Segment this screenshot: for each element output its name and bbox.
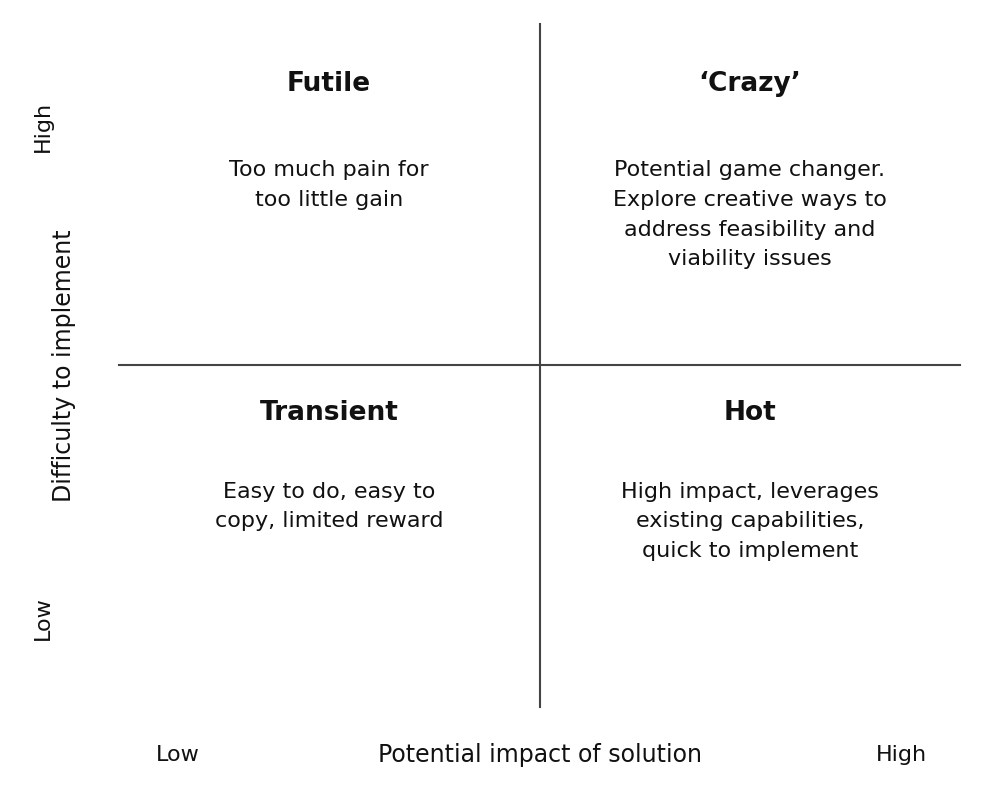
Text: Potential impact of solution: Potential impact of solution — [377, 744, 702, 767]
Text: High impact, leverages
existing capabilities,
quick to implement: High impact, leverages existing capabili… — [621, 482, 879, 561]
Text: Potential game changer.
Explore creative ways to
address feasibility and
viabili: Potential game changer. Explore creative… — [613, 160, 887, 269]
Text: Hot: Hot — [724, 399, 776, 426]
Text: Low: Low — [33, 597, 53, 641]
Text: Easy to do, easy to
copy, limited reward: Easy to do, easy to copy, limited reward — [215, 482, 444, 531]
Text: High: High — [33, 101, 53, 152]
Text: Too much pain for
too little gain: Too much pain for too little gain — [230, 160, 429, 210]
Text: Transient: Transient — [259, 399, 399, 426]
Text: Difficulty to implement: Difficulty to implement — [52, 230, 76, 501]
Text: Low: Low — [155, 745, 200, 766]
Text: High: High — [876, 745, 927, 766]
Text: ‘Crazy’: ‘Crazy’ — [699, 72, 801, 97]
Text: Futile: Futile — [287, 72, 371, 97]
